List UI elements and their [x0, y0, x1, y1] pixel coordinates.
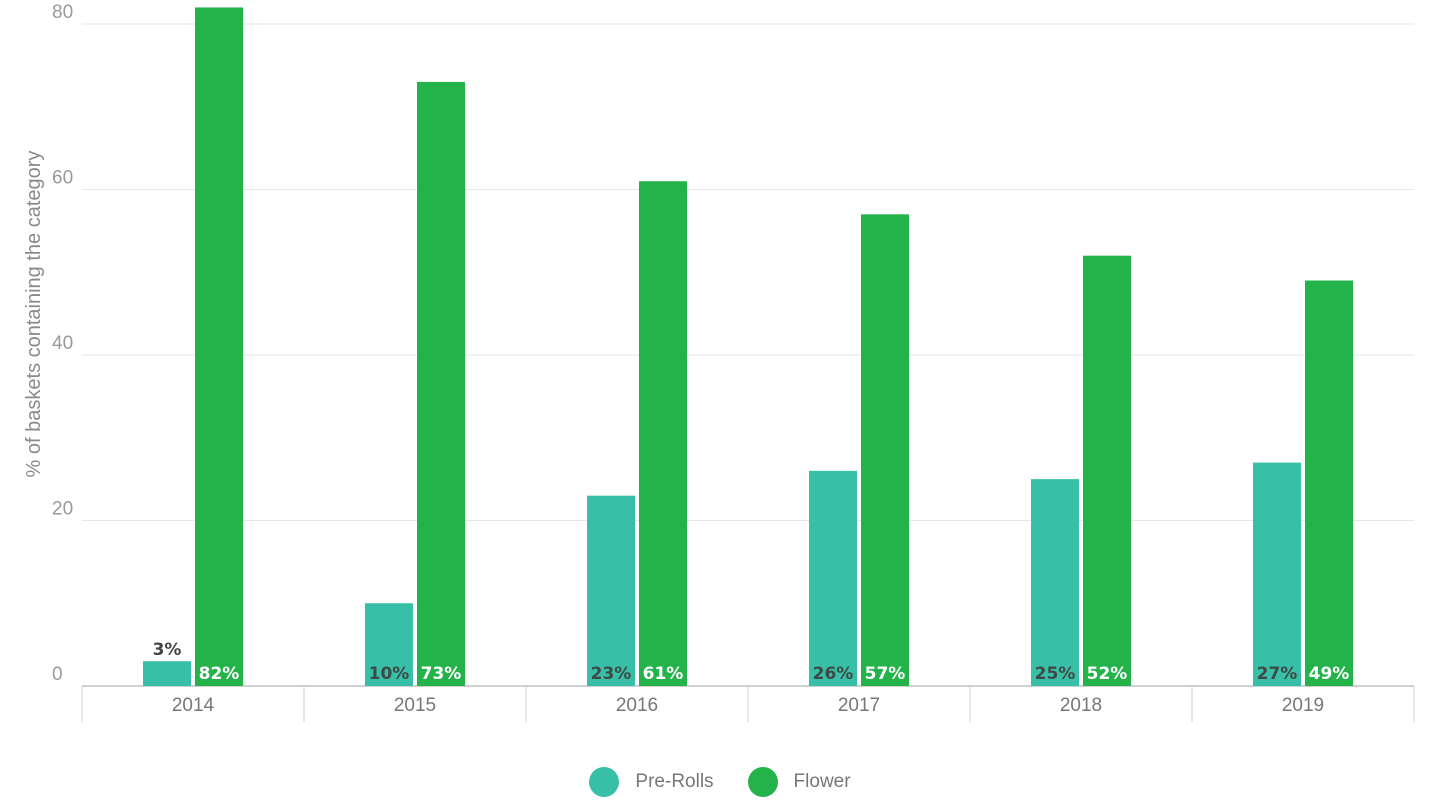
data-label-flower-2019: 49%: [1309, 664, 1350, 684]
legend-swatch-pre-rolls: [589, 767, 620, 797]
data-label-flower-2018: 52%: [1087, 664, 1128, 684]
x-axis: 2014 2015 2016 2017 2018 2019: [81, 686, 1415, 722]
y-axis-title: % of baskets containing the category: [23, 151, 45, 478]
x-tick-label: 2014: [172, 695, 215, 716]
bar-flower-2019: [1305, 280, 1353, 686]
bar-flower-2014: [195, 7, 243, 686]
x-tick-label: 2016: [616, 695, 658, 716]
legend-swatch-flower: [747, 767, 778, 797]
bar-flower-2017: [861, 214, 909, 686]
x-tick-label: 2015: [394, 695, 436, 716]
data-label-pre-rolls-2018: 25%: [1035, 664, 1076, 684]
data-label-flower-2014: 82%: [199, 664, 240, 684]
data-label-pre-rolls-2015: 10%: [369, 664, 410, 684]
bar-flower-2016: [639, 181, 687, 686]
data-label-flower-2016: 61%: [643, 664, 684, 684]
legend: Pre-Rolls Flower: [0, 764, 1440, 800]
legend-item-flower[interactable]: Flower: [747, 767, 851, 797]
bar-pre-rolls-2018: [1031, 479, 1079, 686]
x-tick-label: 2019: [1282, 695, 1324, 716]
bar-pre-rolls-2019: [1253, 462, 1301, 686]
y-tick-label: 20: [52, 499, 73, 520]
data-label-pre-rolls-2019: 27%: [1257, 664, 1298, 684]
bar-pre-rolls-2015: [365, 603, 413, 686]
x-tick-label: 2018: [1060, 695, 1102, 716]
bar-pre-rolls-2016: [587, 495, 635, 686]
bar-pre-rolls-2017: [809, 470, 857, 686]
data-label-pre-rolls-2016: 23%: [591, 664, 632, 684]
y-axis-ticks: 0 20 40 60 80: [52, 2, 73, 685]
bar-flower-2018: [1083, 255, 1131, 686]
legend-label-flower: Flower: [793, 771, 851, 792]
data-label-flower-2015: 73%: [421, 664, 462, 684]
y-tick-label: 80: [52, 2, 73, 23]
bar-flower-2015: [417, 81, 465, 687]
data-label-pre-rolls-2014: 3%: [153, 640, 182, 660]
grid-lines: [82, 23, 1414, 687]
bars: 3% 82% 10% 73% 23% 61% 26% 57% 25% 52% 27% 49%: [143, 7, 1353, 687]
bar-pre-rolls-2014: [143, 661, 191, 686]
y-tick-label: 0: [52, 664, 63, 685]
x-tick-label: 2017: [838, 695, 880, 716]
y-tick-label: 60: [52, 168, 73, 189]
legend-label-pre-rolls: Pre-Rolls: [635, 771, 714, 792]
data-label-flower-2017: 57%: [865, 664, 906, 684]
y-tick-label: 40: [52, 333, 73, 354]
bar-chart: 0 20 40 60 80 % of baskets containing the ca…: [23, 2, 1415, 722]
legend-item-pre-rolls[interactable]: Pre-Rolls: [589, 767, 714, 797]
data-label-pre-rolls-2017: 26%: [813, 664, 854, 684]
